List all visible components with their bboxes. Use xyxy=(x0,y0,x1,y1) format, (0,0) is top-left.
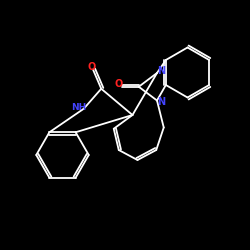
Text: O: O xyxy=(88,62,96,72)
Text: O: O xyxy=(114,79,122,89)
Text: NH: NH xyxy=(71,103,86,112)
Text: N: N xyxy=(158,66,166,76)
Text: N: N xyxy=(158,97,166,107)
